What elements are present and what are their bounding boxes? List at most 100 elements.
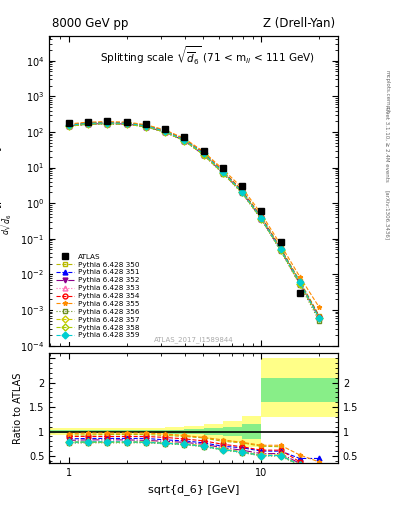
Pythia 6.428 359: [143, 123, 148, 129]
Pythia 6.428 356: [278, 248, 283, 254]
Pythia 6.428 358: [278, 247, 283, 253]
Pythia 6.428 357: [125, 121, 129, 127]
ATLAS: [143, 121, 148, 127]
Pythia 6.428 356: [125, 121, 129, 127]
Pythia 6.428 353: [66, 123, 71, 129]
Pythia 6.428 356: [220, 170, 225, 177]
Pythia 6.428 358: [259, 216, 264, 222]
Pythia 6.428 351: [278, 247, 283, 253]
Pythia 6.428 357: [201, 152, 206, 158]
Text: Z (Drell-Yan): Z (Drell-Yan): [263, 17, 335, 30]
Pythia 6.428 358: [163, 129, 167, 135]
Pythia 6.428 357: [278, 247, 283, 253]
Pythia 6.428 358: [240, 189, 244, 196]
Pythia 6.428 351: [182, 138, 187, 144]
Pythia 6.428 354: [278, 246, 283, 252]
Pythia 6.428 359: [66, 122, 71, 128]
ATLAS: [86, 119, 90, 125]
Pythia 6.428 350: [278, 245, 283, 251]
Pythia 6.428 358: [105, 120, 109, 126]
ATLAS: [278, 239, 283, 245]
Pythia 6.428 359: [105, 120, 109, 126]
ATLAS: [105, 118, 109, 124]
Line: Pythia 6.428 357: Pythia 6.428 357: [66, 121, 321, 321]
Pythia 6.428 358: [125, 121, 129, 127]
Line: Pythia 6.428 358: Pythia 6.428 358: [66, 121, 321, 321]
Legend: ATLAS, Pythia 6.428 350, Pythia 6.428 351, Pythia 6.428 352, Pythia 6.428 353, P: ATLAS, Pythia 6.428 350, Pythia 6.428 35…: [53, 250, 143, 342]
Pythia 6.428 353: [220, 170, 225, 176]
Pythia 6.428 352: [143, 123, 148, 130]
Pythia 6.428 351: [105, 120, 109, 126]
Pythia 6.428 351: [240, 189, 244, 196]
Pythia 6.428 350: [220, 168, 225, 174]
Pythia 6.428 355: [220, 166, 225, 172]
Pythia 6.428 353: [86, 121, 90, 127]
Pythia 6.428 352: [105, 120, 109, 126]
Pythia 6.428 356: [240, 190, 244, 196]
ATLAS: [240, 183, 244, 189]
Pythia 6.428 359: [259, 215, 264, 221]
Pythia 6.428 351: [143, 123, 148, 130]
Pythia 6.428 356: [298, 282, 302, 288]
Pythia 6.428 357: [66, 123, 71, 129]
Pythia 6.428 352: [201, 152, 206, 158]
Line: Pythia 6.428 355: Pythia 6.428 355: [66, 119, 321, 310]
Pythia 6.428 353: [298, 281, 302, 287]
Pythia 6.428 357: [317, 315, 321, 321]
Line: ATLAS: ATLAS: [65, 118, 303, 296]
Pythia 6.428 351: [66, 123, 71, 129]
Pythia 6.428 354: [220, 168, 225, 175]
Pythia 6.428 350: [240, 187, 244, 194]
Y-axis label: Ratio to ATLAS: Ratio to ATLAS: [13, 373, 23, 444]
Pythia 6.428 354: [163, 127, 167, 134]
Pythia 6.428 350: [86, 120, 90, 126]
Pythia 6.428 354: [105, 119, 109, 125]
Pythia 6.428 353: [278, 247, 283, 253]
Text: ATLAS_2017_I1589844: ATLAS_2017_I1589844: [154, 336, 233, 343]
Pythia 6.428 356: [317, 317, 321, 324]
Pythia 6.428 354: [143, 122, 148, 129]
Pythia 6.428 350: [143, 122, 148, 128]
Pythia 6.428 357: [105, 120, 109, 126]
Pythia 6.428 357: [143, 123, 148, 130]
ATLAS: [163, 126, 167, 132]
Pythia 6.428 352: [259, 216, 264, 222]
Pythia 6.428 356: [105, 121, 109, 127]
ATLAS: [298, 290, 302, 296]
Pythia 6.428 355: [182, 135, 187, 141]
Pythia 6.428 357: [298, 281, 302, 287]
Pythia 6.428 355: [163, 127, 167, 133]
Pythia 6.428 354: [259, 214, 264, 220]
Pythia 6.428 354: [298, 279, 302, 285]
Pythia 6.428 359: [220, 169, 225, 175]
Pythia 6.428 351: [125, 121, 129, 127]
Pythia 6.428 350: [125, 119, 129, 125]
Pythia 6.428 355: [86, 119, 90, 125]
Pythia 6.428 352: [125, 121, 129, 127]
Pythia 6.428 353: [201, 152, 206, 158]
Pythia 6.428 359: [201, 151, 206, 157]
Pythia 6.428 355: [317, 304, 321, 310]
Line: Pythia 6.428 354: Pythia 6.428 354: [66, 120, 321, 319]
Pythia 6.428 354: [240, 188, 244, 194]
ATLAS: [201, 147, 206, 154]
Pythia 6.428 351: [86, 121, 90, 127]
Pythia 6.428 350: [66, 121, 71, 127]
Pythia 6.428 352: [240, 189, 244, 196]
Pythia 6.428 358: [143, 123, 148, 130]
Pythia 6.428 359: [86, 120, 90, 126]
Pythia 6.428 356: [66, 123, 71, 129]
Pythia 6.428 355: [143, 122, 148, 128]
Pythia 6.428 354: [86, 120, 90, 126]
ATLAS: [125, 119, 129, 125]
X-axis label: sqrt{d_6} [GeV]: sqrt{d_6} [GeV]: [148, 484, 239, 495]
Pythia 6.428 352: [182, 138, 187, 144]
Pythia 6.428 359: [182, 137, 187, 143]
Pythia 6.428 357: [259, 216, 264, 222]
Pythia 6.428 358: [220, 170, 225, 176]
Pythia 6.428 353: [240, 189, 244, 196]
Y-axis label: $\frac{d\sigma}{d\sqrt{\bar{d}_6}}$ [pb,GeV$^{-1}$]: $\frac{d\sigma}{d\sqrt{\bar{d}_6}}$ [pb,…: [0, 146, 15, 235]
Pythia 6.428 351: [317, 313, 321, 319]
Pythia 6.428 354: [125, 120, 129, 126]
Pythia 6.428 357: [182, 138, 187, 144]
